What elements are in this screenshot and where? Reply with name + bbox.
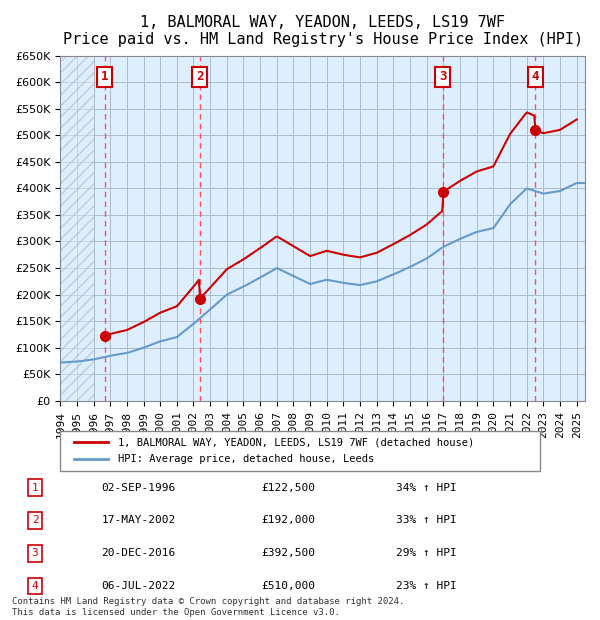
Text: £392,500: £392,500	[262, 548, 316, 558]
Text: Contains HM Land Registry data © Crown copyright and database right 2024.
This d: Contains HM Land Registry data © Crown c…	[12, 598, 404, 617]
Text: 34% ↑ HPI: 34% ↑ HPI	[397, 482, 457, 493]
Text: 06-JUL-2022: 06-JUL-2022	[101, 581, 176, 591]
Text: 3: 3	[439, 70, 446, 83]
Text: 2: 2	[32, 515, 38, 525]
FancyBboxPatch shape	[60, 431, 540, 471]
Text: 4: 4	[32, 581, 38, 591]
Text: 23% ↑ HPI: 23% ↑ HPI	[397, 581, 457, 591]
Text: 1, BALMORAL WAY, YEADON, LEEDS, LS19 7WF (detached house): 1, BALMORAL WAY, YEADON, LEEDS, LS19 7WF…	[118, 437, 474, 447]
Text: 17-MAY-2002: 17-MAY-2002	[101, 515, 176, 525]
Text: 4: 4	[532, 70, 539, 83]
Text: £192,000: £192,000	[262, 515, 316, 525]
Text: HPI: Average price, detached house, Leeds: HPI: Average price, detached house, Leed…	[118, 454, 374, 464]
Text: 3: 3	[32, 548, 38, 558]
Text: £122,500: £122,500	[262, 482, 316, 493]
Text: 33% ↑ HPI: 33% ↑ HPI	[397, 515, 457, 525]
Text: 02-SEP-1996: 02-SEP-1996	[101, 482, 176, 493]
Text: £510,000: £510,000	[262, 581, 316, 591]
Text: 29% ↑ HPI: 29% ↑ HPI	[397, 548, 457, 558]
Text: 1: 1	[32, 482, 38, 493]
Text: 20-DEC-2016: 20-DEC-2016	[101, 548, 176, 558]
Text: 1: 1	[101, 70, 109, 83]
Bar	[60, 56, 94, 401]
Title: 1, BALMORAL WAY, YEADON, LEEDS, LS19 7WF
Price paid vs. HM Land Registry's House: 1, BALMORAL WAY, YEADON, LEEDS, LS19 7WF…	[62, 15, 583, 47]
Text: 2: 2	[196, 70, 203, 83]
